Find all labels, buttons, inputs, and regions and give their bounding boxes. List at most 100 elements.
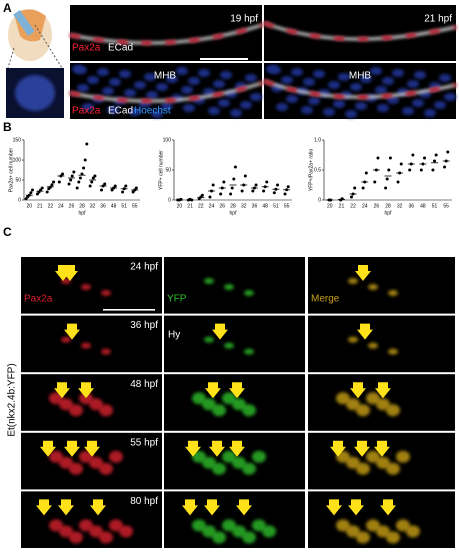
pax2a-cells — [69, 23, 263, 45]
nucleus — [129, 108, 141, 116]
data-point — [219, 192, 223, 196]
x-tick-label: 51 — [121, 203, 127, 209]
nucleus — [77, 84, 89, 92]
cell — [59, 398, 73, 411]
cell — [202, 398, 216, 411]
x-tick-label: 48 — [111, 203, 117, 209]
data-point — [91, 176, 95, 180]
data-point — [286, 185, 290, 189]
nucleus — [328, 81, 340, 89]
nucleus — [82, 103, 94, 111]
data-point — [283, 192, 287, 196]
arrowhead — [84, 440, 100, 457]
nucleus — [107, 106, 119, 114]
nucleus — [370, 67, 382, 75]
cell — [348, 336, 358, 343]
micrograph — [308, 315, 455, 373]
data-point — [80, 172, 84, 176]
stage-label: 55 hpf — [130, 437, 158, 448]
data-point — [75, 186, 79, 190]
x-tick-label: 24 — [209, 203, 215, 209]
cell — [242, 462, 256, 475]
x-tick-label: 51 — [273, 203, 279, 209]
nucleus — [281, 76, 293, 84]
nucleus — [250, 93, 262, 101]
cell — [376, 456, 390, 469]
arrowhead — [90, 499, 106, 516]
cell — [101, 290, 111, 296]
nucleus — [387, 96, 399, 104]
nucleus — [144, 73, 156, 81]
x-tick-label: 36 — [408, 203, 414, 209]
data-point — [78, 176, 82, 180]
data-point — [85, 142, 89, 146]
cell — [49, 450, 63, 463]
nucleus — [291, 68, 303, 76]
nucleus — [355, 102, 367, 110]
cell — [59, 456, 73, 469]
cell — [79, 519, 93, 532]
x-tick-label: 20 — [177, 203, 183, 209]
arrowhead — [229, 382, 245, 399]
y-tick-label: 50 — [165, 167, 171, 173]
cell — [192, 450, 206, 463]
nucleus — [377, 104, 389, 112]
data-point — [399, 162, 403, 166]
cell — [99, 531, 113, 544]
nucleus — [134, 81, 146, 89]
data-point — [90, 180, 94, 184]
stain-label: ECad — [108, 43, 133, 54]
cell — [222, 450, 236, 463]
cell — [252, 519, 266, 532]
data-point — [254, 183, 258, 187]
cell — [89, 525, 103, 538]
x-tick-label: 26 — [69, 203, 75, 209]
stage-label: 48 hpf — [130, 379, 158, 390]
nucleus — [151, 110, 163, 118]
cell — [388, 348, 398, 355]
cell — [81, 342, 91, 349]
nucleus — [146, 91, 158, 99]
stage-label: 19 hpf — [230, 14, 258, 25]
region-label: MHB — [349, 71, 372, 82]
x-tick-label: 22 — [48, 203, 54, 209]
channel-label: Pax2a — [24, 294, 53, 305]
data-point — [29, 191, 33, 195]
data-point — [39, 188, 43, 192]
data-point — [179, 197, 183, 201]
cell — [79, 450, 93, 463]
y-axis-label: YFP+/Pax2a+ ratio — [308, 149, 314, 191]
y-tick-label: 0 — [18, 197, 21, 203]
cell — [244, 348, 254, 355]
nucleus — [188, 77, 200, 85]
section-tissue — [15, 75, 55, 111]
data-point — [208, 195, 212, 199]
nucleus — [240, 101, 252, 109]
x-tick-label: 55 — [284, 203, 290, 209]
data-point — [103, 182, 107, 186]
data-point — [93, 174, 97, 178]
data-point — [419, 168, 423, 172]
arrowhead — [40, 440, 56, 457]
nucleus — [345, 110, 357, 118]
stage-label: 36 hpf — [130, 320, 158, 331]
cell — [366, 392, 380, 405]
micrograph — [164, 257, 305, 314]
arrowhead — [330, 440, 346, 457]
x-tick-label: 28 — [385, 203, 391, 209]
data-point — [52, 180, 56, 184]
cell — [109, 450, 123, 463]
cell — [69, 462, 83, 475]
cell — [356, 531, 370, 544]
data-point — [121, 190, 125, 194]
data-point — [61, 172, 65, 176]
data-point — [82, 166, 86, 170]
nucleus — [303, 78, 315, 86]
x-tick-label: 21 — [187, 203, 193, 209]
data-point — [72, 170, 76, 174]
cell — [262, 525, 276, 538]
cell — [69, 404, 83, 417]
cell — [386, 531, 400, 544]
data-point — [69, 178, 73, 182]
micrograph — [164, 315, 305, 373]
